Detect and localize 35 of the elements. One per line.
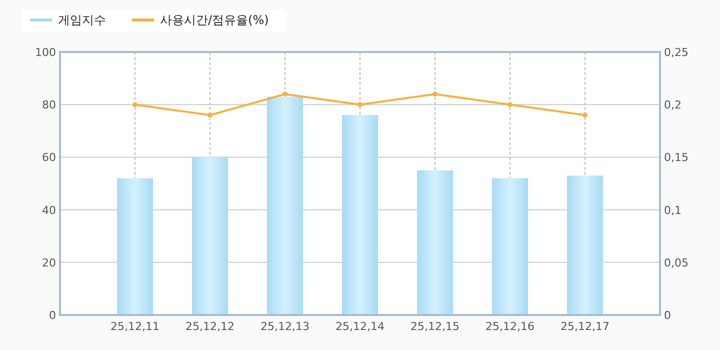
bar bbox=[267, 96, 303, 315]
point bbox=[282, 92, 288, 97]
bar bbox=[342, 115, 378, 315]
y-tick-label: 0 bbox=[49, 309, 56, 322]
y-tick-label: 80 bbox=[42, 98, 56, 112]
x-tick-label: 25,12,14 bbox=[336, 320, 384, 333]
bar bbox=[567, 176, 603, 315]
y-tick-label: 20 bbox=[42, 256, 56, 270]
x-tick-label: 25,12,13 bbox=[260, 320, 310, 333]
x-tick-label: 25,12,12 bbox=[186, 320, 234, 333]
bar bbox=[492, 178, 528, 315]
x-tick-label: 25,12,17 bbox=[560, 320, 610, 333]
bar bbox=[417, 170, 453, 315]
y2-tick-label: 0,1 bbox=[664, 204, 682, 217]
legend-label: 게임지수 bbox=[58, 13, 106, 27]
point bbox=[432, 92, 438, 97]
bar bbox=[117, 178, 153, 315]
y2-tick-label: 0,2 bbox=[664, 98, 682, 112]
y2-tick-label: 0,15 bbox=[664, 151, 688, 164]
y2-tick-label: 0 bbox=[664, 309, 671, 322]
y2-tick-label: 0,25 bbox=[664, 46, 688, 59]
point bbox=[208, 112, 212, 118]
point bbox=[508, 102, 512, 108]
point bbox=[358, 102, 362, 108]
x-tick-label: 25,12,16 bbox=[486, 320, 534, 333]
x-tick-label: 25,12,11 bbox=[110, 320, 160, 333]
y-tick-label: 40 bbox=[42, 204, 56, 217]
point bbox=[132, 102, 138, 108]
y-tick-label: 100 bbox=[35, 46, 56, 59]
point bbox=[582, 112, 588, 118]
y-tick-label: 60 bbox=[42, 151, 56, 164]
bar bbox=[192, 157, 228, 315]
legend-label: 사용시간/점유율(%) bbox=[160, 13, 269, 27]
y2-tick-label: 0,05 bbox=[664, 256, 688, 270]
x-tick-label: 25,12,15 bbox=[410, 320, 460, 333]
